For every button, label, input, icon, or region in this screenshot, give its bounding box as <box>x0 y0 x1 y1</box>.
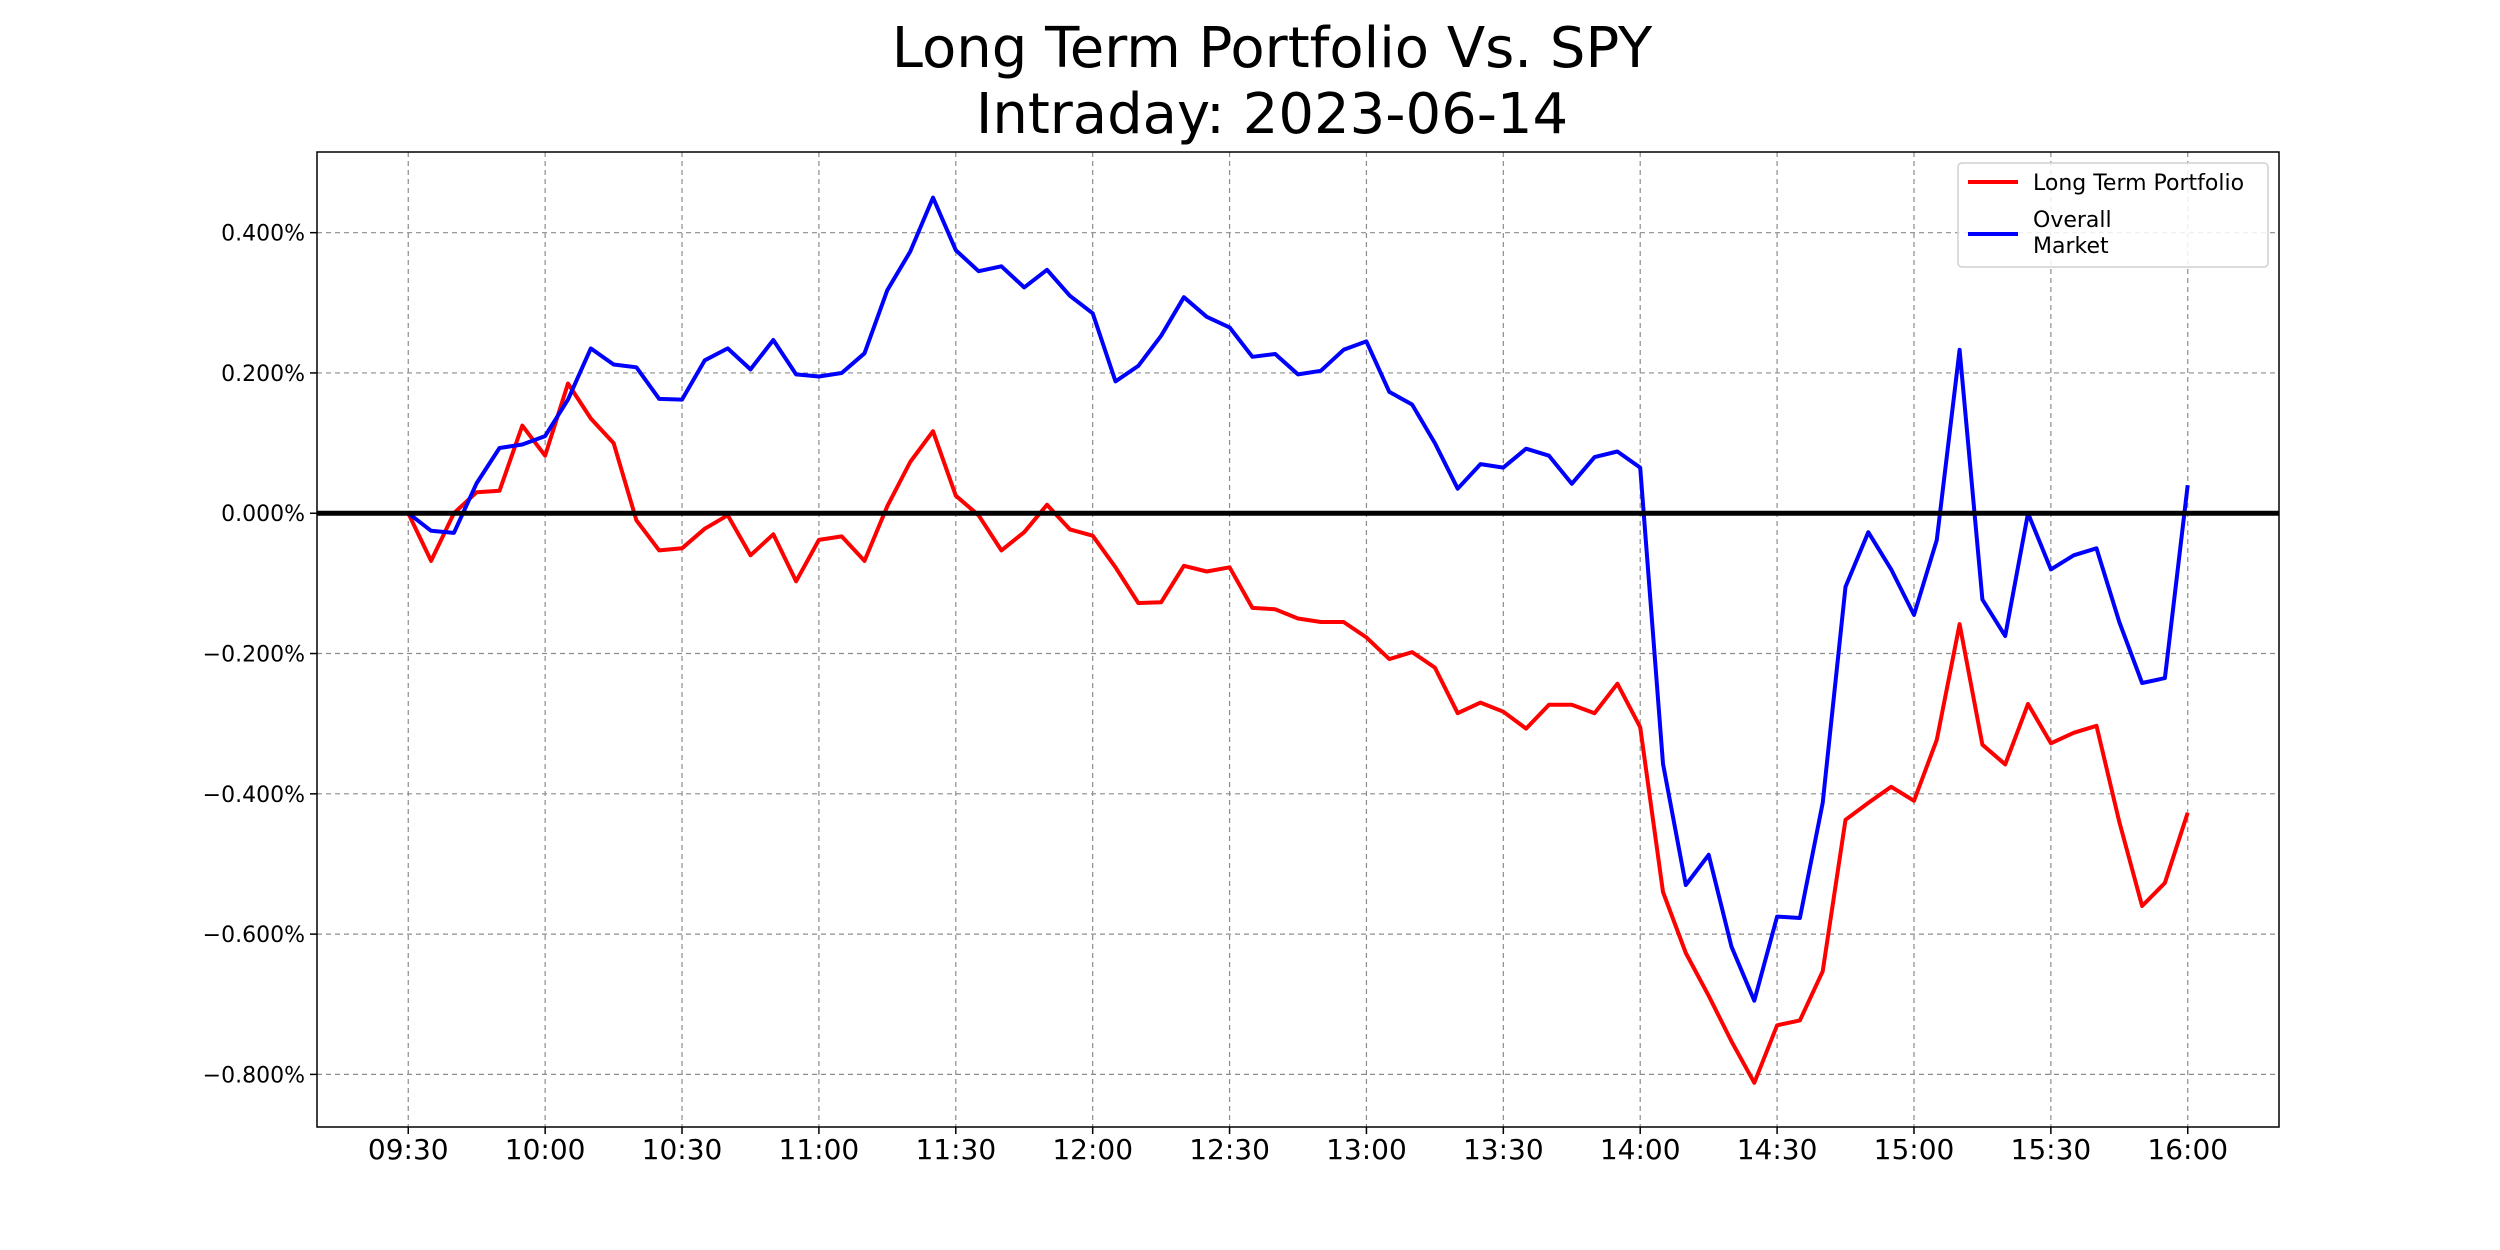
y-tick-label: 0.000% <box>221 502 305 527</box>
legend-label-long-term-portfolio: Long Term Portfolio <box>2033 171 2244 196</box>
x-tick-label: 14:30 <box>1737 1133 1818 1166</box>
series-line-overall-market <box>407 195 2190 1003</box>
x-tick-label: 15:00 <box>1874 1133 1955 1166</box>
x-tick-label: 13:30 <box>1463 1133 1544 1166</box>
y-tick-label: −0.800% <box>203 1063 305 1088</box>
x-tick-label: 15:30 <box>2011 1133 2092 1166</box>
x-tick-label: 16:00 <box>2147 1133 2228 1166</box>
legend-label-overall-market-line1: Overall <box>2033 208 2112 233</box>
x-tick-label: 12:00 <box>1052 1133 1133 1166</box>
x-tick-label: 09:30 <box>368 1133 449 1166</box>
x-tick-label: 11:00 <box>779 1133 860 1166</box>
y-tick-label: −0.400% <box>203 783 305 808</box>
x-tick-label: 14:00 <box>1600 1133 1681 1166</box>
plot-area-frame <box>316 151 2280 1128</box>
x-tick-label: 11:30 <box>915 1133 996 1166</box>
y-tick-label: −0.200% <box>203 643 305 668</box>
y-axis: 0.400% 0.200% 0.000% −0.200% −0.400% −0.600% −… <box>203 222 317 1088</box>
x-tick-label: 12:30 <box>1189 1133 1270 1166</box>
series-layer <box>406 195 2190 1085</box>
chart-title-line1: Long Term Portfolio Vs. SPY <box>892 16 1653 81</box>
y-tick-label: 0.200% <box>221 362 305 387</box>
legend: Long Term Portfolio Overall Market <box>1957 162 2269 268</box>
x-tick-label: 10:00 <box>505 1133 586 1166</box>
legend-box <box>1957 162 2269 268</box>
x-tick-label: 13:00 <box>1326 1133 1407 1166</box>
x-axis: 09:30 10:00 10:30 11:00 11:30 12:00 12:30 13:00… <box>368 1127 2228 1166</box>
x-tick-label: 10:30 <box>642 1133 723 1166</box>
y-tick-label: 0.400% <box>221 222 305 247</box>
grid-layer <box>317 152 2279 1127</box>
chart-title-line2: Intraday: 2023-06-14 <box>976 82 1568 147</box>
series-line-long-term-portfolio <box>406 381 2190 1085</box>
legend-label-overall-market-line2: Market <box>2033 234 2109 259</box>
y-tick-label: −0.600% <box>203 923 305 948</box>
